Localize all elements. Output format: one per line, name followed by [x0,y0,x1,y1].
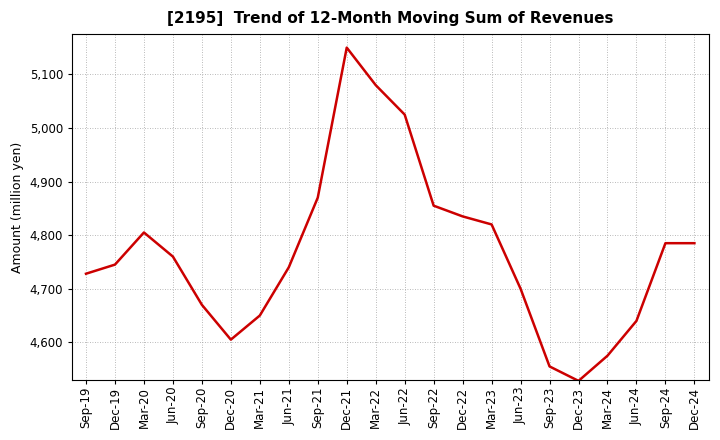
Title: [2195]  Trend of 12-Month Moving Sum of Revenues: [2195] Trend of 12-Month Moving Sum of R… [167,11,613,26]
Y-axis label: Amount (million yen): Amount (million yen) [11,141,24,273]
